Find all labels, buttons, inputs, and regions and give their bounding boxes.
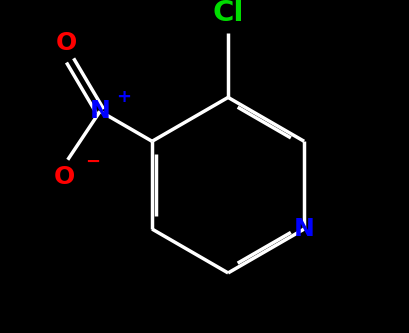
Text: N: N xyxy=(293,217,314,241)
Text: −: − xyxy=(85,153,100,171)
Text: +: + xyxy=(116,88,131,107)
Text: O: O xyxy=(56,31,77,55)
Text: N: N xyxy=(90,99,110,123)
Text: O: O xyxy=(53,165,74,189)
Text: Cl: Cl xyxy=(212,0,243,27)
